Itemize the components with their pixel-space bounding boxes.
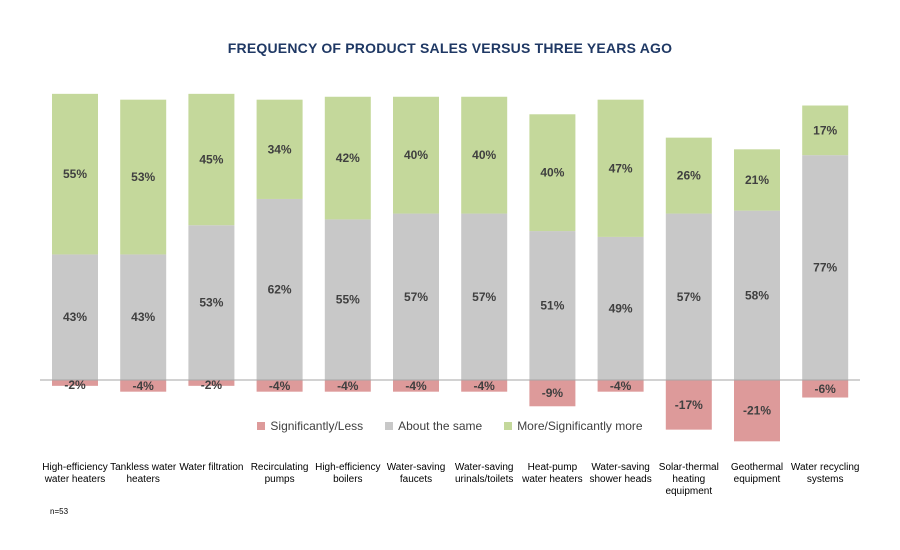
bar-less	[120, 380, 167, 392]
bar-less	[52, 380, 98, 386]
bar-less	[393, 380, 439, 392]
label-less: -2%	[201, 378, 223, 392]
legend-item: More/Significantly more	[504, 419, 643, 433]
category-label: Water-saving faucets	[386, 462, 446, 485]
bar-more	[120, 99, 167, 255]
bar-less	[529, 380, 576, 407]
category-label: High-efficiency water heaters	[42, 462, 108, 485]
legend-item: About the same	[385, 419, 482, 433]
bar-less	[802, 380, 849, 398]
label-about-the-same: 77%	[813, 261, 837, 275]
label-less: -9%	[542, 386, 564, 400]
legend-label: About the same	[398, 419, 483, 433]
label-less: -6%	[815, 382, 837, 396]
label-more: 17%	[813, 123, 837, 137]
bar-more	[665, 137, 712, 214]
legend-label: More/Significantly more	[517, 419, 643, 433]
label-about-the-same: 53%	[199, 296, 223, 310]
label-more: 53%	[131, 170, 155, 184]
bar-more	[597, 99, 644, 237]
label-less: -17%	[675, 398, 703, 412]
bar-less	[734, 380, 780, 442]
label-more: 40%	[404, 148, 428, 162]
label-less: -21%	[743, 404, 771, 418]
legend-swatch	[257, 422, 266, 430]
bar-less	[256, 380, 303, 392]
bar-more	[188, 93, 235, 226]
label-about-the-same: 57%	[404, 290, 428, 304]
bar-less	[461, 380, 508, 392]
legend-swatch	[504, 422, 513, 430]
bar-less	[324, 380, 371, 392]
category-label: Solar-thermal heating equipment	[658, 462, 719, 497]
category-label: Water-saving urinals/toilets	[454, 462, 514, 485]
label-about-the-same: 55%	[336, 293, 360, 307]
label-more: 34%	[268, 142, 292, 156]
label-about-the-same: 43%	[63, 310, 87, 324]
bar-more	[802, 105, 849, 156]
category-label: Heat-pump water heaters	[522, 462, 583, 485]
label-less: -2%	[64, 378, 86, 392]
legend-label: Significantly/Less	[270, 419, 364, 433]
chart-legend: Significantly/Less About the same More/Sig…	[0, 419, 900, 433]
category-label: Recirculating pumps	[250, 462, 309, 485]
label-more: 47%	[609, 161, 633, 175]
label-more: 40%	[472, 148, 496, 162]
bar-about-the-same	[324, 219, 371, 380]
bar-about-the-same	[188, 225, 235, 380]
label-more: 21%	[745, 173, 769, 187]
bar-about-the-same	[256, 198, 303, 380]
label-more: 26%	[677, 169, 701, 183]
label-more: 42%	[336, 151, 360, 165]
category-label: Geothermal equipment	[730, 462, 784, 485]
bar-about-the-same	[120, 254, 167, 380]
bar-more	[256, 99, 303, 199]
bar-more	[393, 96, 439, 214]
label-about-the-same: 62%	[268, 282, 292, 296]
label-less: -4%	[474, 379, 496, 393]
category-label: Water-saving shower heads	[589, 462, 652, 485]
category-label: Water recycling systems	[790, 462, 860, 485]
label-less: -4%	[133, 379, 155, 393]
label-about-the-same: 57%	[677, 290, 701, 304]
bar-about-the-same	[529, 231, 576, 380]
label-more: 45%	[199, 153, 223, 167]
bar-more	[529, 114, 576, 232]
label-about-the-same: 51%	[540, 299, 564, 313]
label-about-the-same: 43%	[131, 310, 155, 324]
bar-more	[324, 96, 371, 220]
label-less: -4%	[269, 379, 291, 393]
bar-more	[52, 93, 98, 255]
legend-swatch	[385, 422, 394, 430]
bar-about-the-same	[665, 213, 712, 380]
bar-less	[188, 380, 235, 386]
bar-about-the-same	[52, 254, 98, 380]
label-more: 55%	[63, 167, 87, 181]
bar-more	[734, 149, 780, 211]
label-less: -4%	[610, 379, 632, 393]
bar-about-the-same	[393, 213, 439, 380]
category-label: Tankless water heaters	[110, 462, 177, 485]
label-about-the-same: 58%	[745, 288, 769, 302]
bar-about-the-same	[734, 210, 780, 380]
category-label: High-efficiency boilers	[315, 462, 381, 485]
bar-less	[665, 380, 712, 430]
bar-about-the-same	[597, 236, 644, 380]
bar-about-the-same	[802, 155, 849, 380]
chart-title: FREQUENCY OF PRODUCT SALES VERSUS THREE …	[227, 40, 673, 56]
legend-item: Significantly/Less	[257, 419, 363, 433]
sample-size-note: n=53	[50, 507, 69, 516]
bar-about-the-same	[461, 213, 508, 380]
bar-less	[597, 380, 644, 392]
label-less: -4%	[337, 379, 359, 393]
category-label: Water filtration	[179, 462, 244, 473]
label-about-the-same: 57%	[472, 290, 496, 304]
label-less: -4%	[405, 379, 427, 393]
label-more: 40%	[540, 166, 564, 180]
bar-more	[461, 96, 508, 214]
label-about-the-same: 49%	[609, 301, 633, 315]
